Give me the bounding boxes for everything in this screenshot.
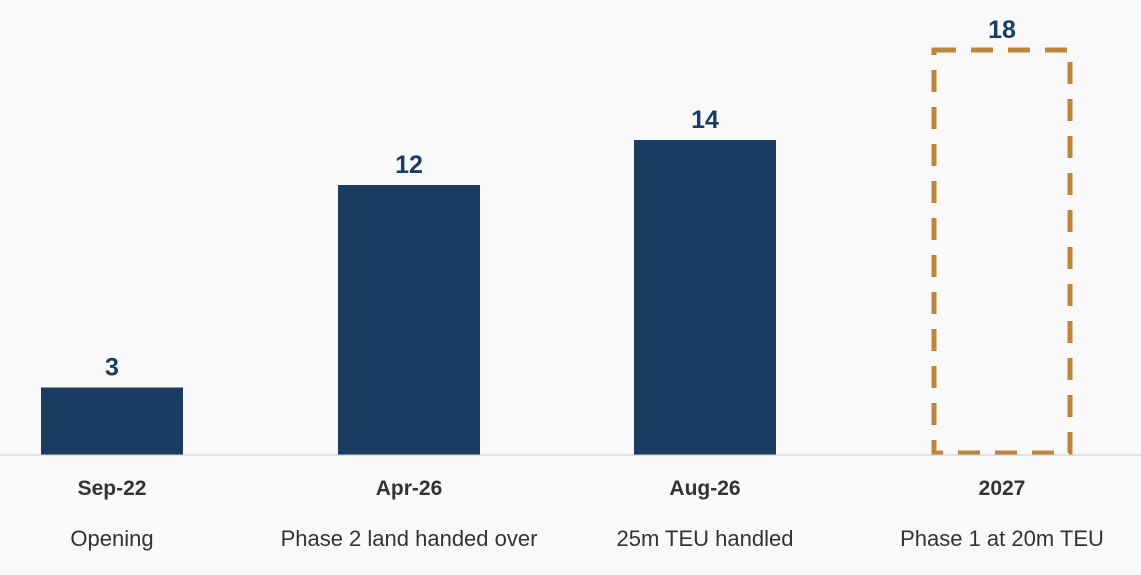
value-label-0: 3 [105, 354, 119, 382]
labels-layer: 3 Sep-22 Opening 12 Apr-26 Phase 2 land hande… [70, 16, 1104, 551]
sublabel-3: Phase 1 at 20m TEU [900, 526, 1104, 551]
category-label-3: 2027 [979, 477, 1026, 500]
value-label-2: 14 [691, 106, 719, 134]
sublabel-0: Opening [70, 526, 153, 551]
value-label-1: 12 [395, 151, 423, 179]
value-label-3: 18 [988, 16, 1016, 44]
category-label-0: Sep-22 [78, 477, 147, 500]
bars-layer [41, 47, 1073, 456]
category-label-1: Apr-26 [376, 477, 443, 500]
bar-0 [41, 387, 183, 455]
bar-projected-3 [931, 47, 1073, 456]
sublabel-1: Phase 2 land handed over [281, 526, 538, 551]
category-label-2: Aug-26 [669, 477, 740, 500]
bar-1 [338, 185, 480, 455]
sublabel-2: 25m TEU handled [617, 526, 794, 551]
bar-2 [634, 140, 776, 455]
